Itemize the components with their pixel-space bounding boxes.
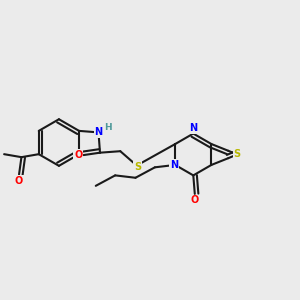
Text: N: N <box>94 128 103 137</box>
Text: S: S <box>134 162 141 172</box>
Text: H: H <box>104 122 112 131</box>
Text: S: S <box>234 149 241 160</box>
Text: N: N <box>189 123 197 133</box>
Text: O: O <box>74 150 82 160</box>
Text: N: N <box>169 160 178 170</box>
Text: O: O <box>15 176 23 186</box>
Text: O: O <box>191 196 199 206</box>
